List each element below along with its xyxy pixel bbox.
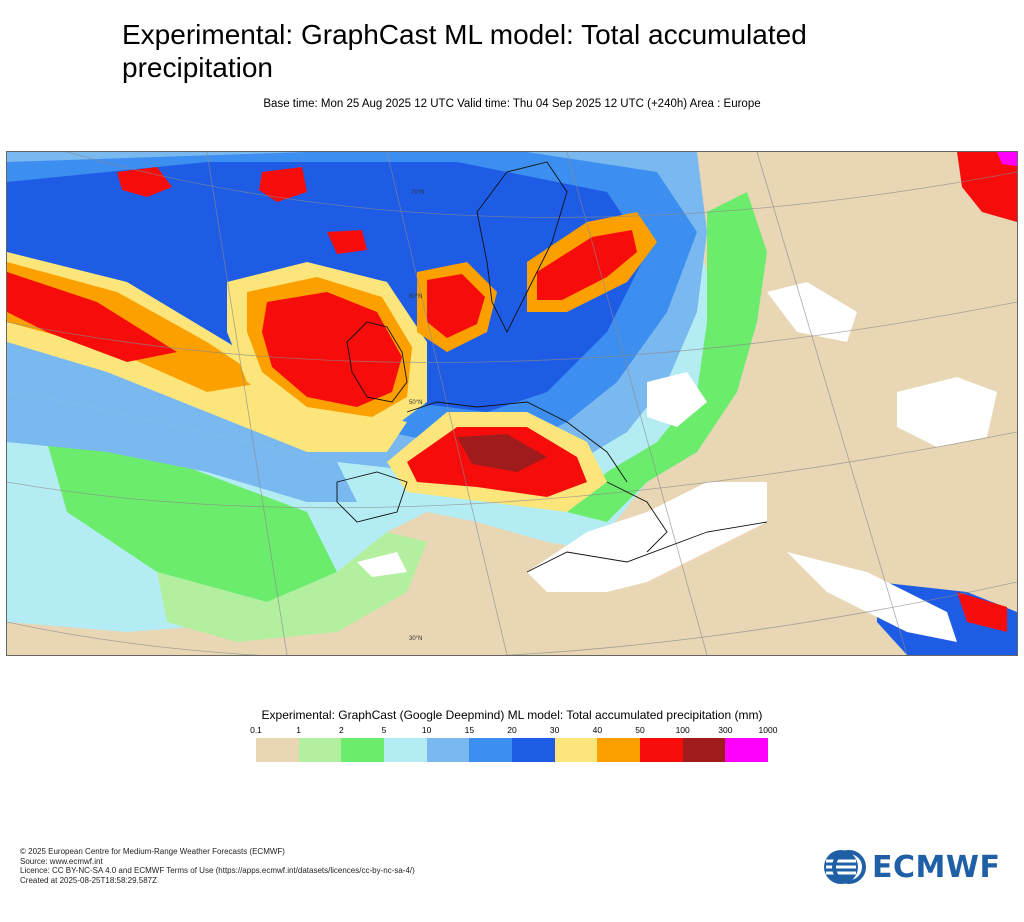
moderate-rain-west — [7, 392, 357, 502]
legend-threshold-label: 15 — [464, 725, 475, 735]
no-rain-adriatic — [647, 372, 707, 427]
north-sea-core — [427, 274, 485, 338]
no-rain-iberia — [357, 552, 407, 577]
legend-title: Experimental: GraphCast (Google Deepmind… — [261, 708, 763, 722]
alps-core — [457, 434, 547, 472]
legend-color-cell — [512, 738, 555, 762]
legend-color-cell — [426, 738, 470, 762]
legend-threshold-label: 300 — [718, 725, 733, 735]
norwegian-sea-core — [327, 230, 367, 254]
parallel-label-70n: 70°N — [411, 190, 424, 196]
no-rain-red-sea — [787, 552, 957, 642]
light-rain-band-atlantic — [47, 442, 337, 602]
greenland-core — [117, 167, 172, 197]
legend-threshold-label: 30 — [549, 725, 560, 735]
legend-threshold-label: 10 — [421, 725, 432, 735]
parallel-label-50n: 50°N — [409, 400, 422, 406]
parallel-label-30n: 30°N — [409, 636, 422, 642]
legend-color-cell — [554, 738, 598, 762]
ural-peak — [997, 152, 1017, 166]
footer-line: Source: www.ecmwf.int — [20, 856, 103, 866]
legend-color-cell — [256, 738, 299, 762]
legend-threshold-label: 5 — [381, 725, 387, 735]
precipitation-map: 70°N 60°N 50°N 30°N — [6, 151, 1018, 656]
legend-threshold-label: 50 — [635, 725, 645, 735]
ecmwf-logo-text: ECMWF — [872, 849, 1001, 885]
legend-color-cell — [341, 738, 385, 762]
legend-color-cell — [384, 738, 427, 762]
legend-threshold-label: 100 — [675, 725, 690, 735]
footer-line: Created at 2025-08-25T18:58:29.587Z — [20, 875, 157, 885]
light-rain-sw — [157, 532, 427, 642]
chart-title: Experimental: GraphCast ML model: Total … — [122, 19, 807, 83]
legend-color-cell — [298, 738, 342, 762]
coastlines — [336, 161, 768, 573]
legend-color-cell — [640, 738, 683, 762]
legend-color-cell — [597, 738, 641, 762]
legend-color-cell — [682, 738, 726, 762]
parallel-labels: 70°N 60°N 50°N 30°N — [409, 190, 424, 642]
british-isles-red — [262, 292, 402, 407]
no-rain-mediterranean — [527, 482, 767, 592]
map-canvas: 70°N 60°N 50°N 30°N — [7, 152, 1017, 655]
ural-core — [957, 152, 1017, 222]
legend-color-cell — [725, 738, 769, 762]
footer-line: Licence: CC BY-NC-SA 4.0 and ECMWF Terms… — [20, 866, 415, 876]
legend-tick-labels: 0.1 1 2 5 10 15 20 30 40 50 100 300 1000 — [250, 725, 777, 737]
legend-color-cell — [469, 738, 513, 762]
legend-threshold-label: 40 — [592, 725, 603, 735]
ecmwf-logo-icon — [824, 850, 866, 884]
iceland-core — [259, 167, 307, 202]
legend-threshold-label: 1 — [296, 725, 302, 735]
chart-subtitle: Base time: Mon 25 Aug 2025 12 UTC Valid … — [263, 98, 761, 110]
scandinavia-red — [537, 230, 637, 300]
legend-threshold-label: 0.1 — [250, 725, 262, 735]
legend-colorbar — [256, 738, 769, 762]
light-rain-band-east — [567, 192, 767, 522]
parallel-label-60n: 60°N — [409, 294, 422, 300]
footer-line: © 2025 European Centre for Medium-Range … — [20, 847, 285, 856]
no-rain-caspian — [897, 377, 997, 447]
atlantic-band-red — [7, 272, 177, 362]
legend-threshold-label: 20 — [507, 725, 517, 735]
ecmwf-logo: ECMWF — [822, 848, 1007, 886]
legend-threshold-label: 1000 — [758, 725, 778, 735]
no-rain-black-sea — [767, 282, 857, 342]
footer-credits: © 2025 European Centre for Medium-Range … — [20, 847, 415, 885]
southeast-red — [957, 592, 1007, 632]
legend-threshold-label: 2 — [338, 725, 344, 735]
